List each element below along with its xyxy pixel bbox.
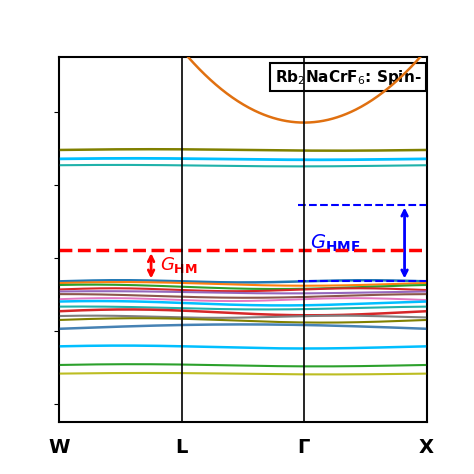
Text: $G_{\mathbf{HMF}}$: $G_{\mathbf{HMF}}$	[310, 232, 360, 254]
Text: Rb$_2$NaCrF$_6$: Spin-: Rb$_2$NaCrF$_6$: Spin-	[274, 68, 421, 87]
Text: $G_{\mathbf{HM}}$: $G_{\mathbf{HM}}$	[160, 255, 198, 275]
